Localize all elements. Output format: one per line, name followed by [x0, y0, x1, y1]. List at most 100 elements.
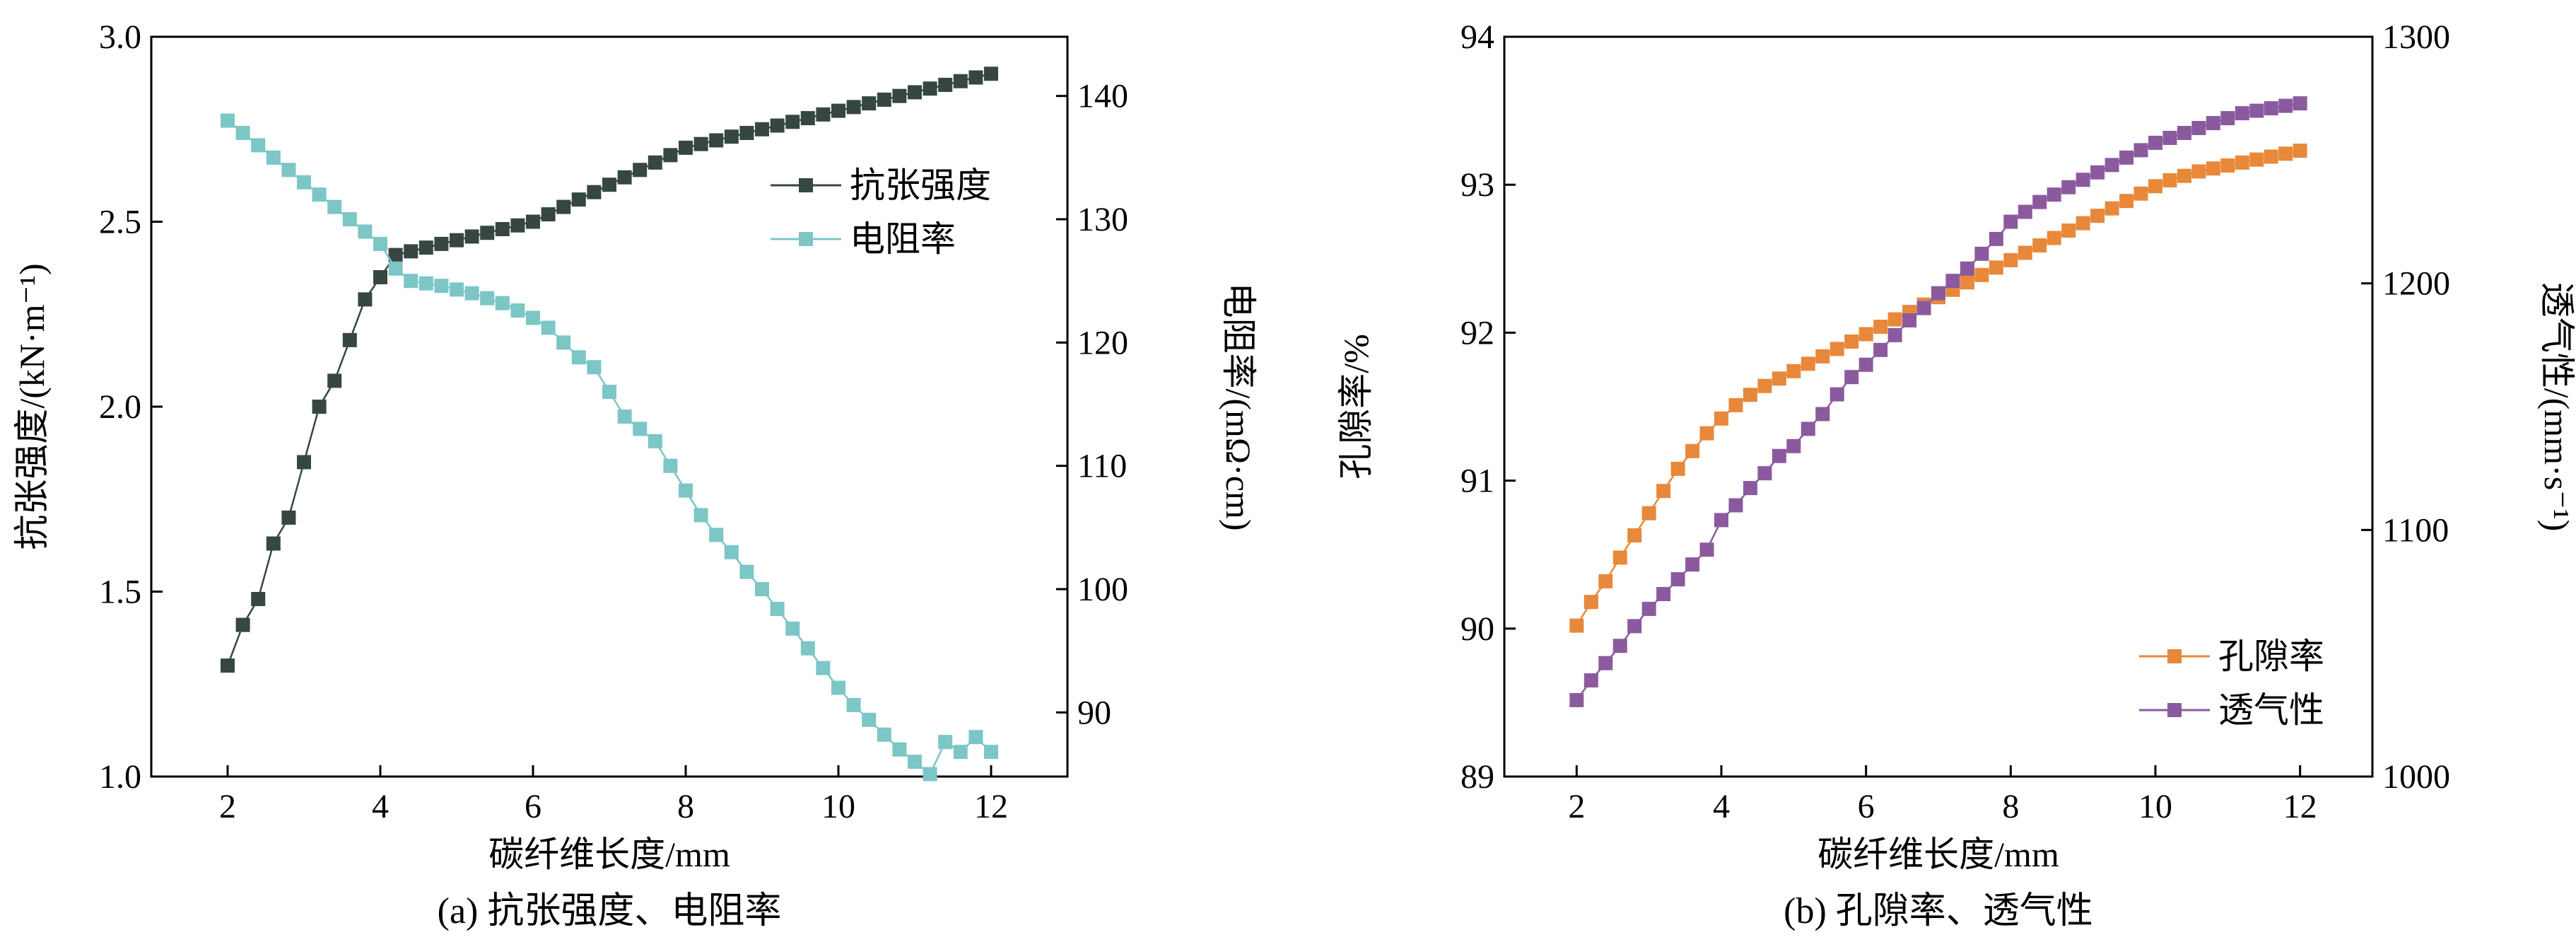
- data-point: [908, 755, 922, 769]
- data-point: [938, 77, 953, 92]
- data-point: [312, 400, 327, 414]
- legend-entry: 透气性: [2139, 690, 2324, 730]
- data-point: [923, 81, 937, 96]
- data-point: [2148, 135, 2162, 150]
- data-point: [1641, 601, 1656, 616]
- series-line: [1576, 102, 2300, 701]
- data-point: [1786, 438, 1801, 453]
- data-point: [495, 296, 510, 310]
- data-point: [2235, 106, 2249, 121]
- data-point: [831, 680, 845, 695]
- data-point: [2148, 179, 2162, 194]
- data-point: [297, 455, 311, 470]
- y-left-axis-title: 孔隙率/%: [1336, 334, 1376, 480]
- data-point: [1656, 586, 1671, 601]
- data-point: [1974, 246, 1989, 261]
- data-point: [2220, 111, 2235, 126]
- data-point: [968, 730, 983, 745]
- data-point: [1772, 448, 1786, 463]
- legend-label: 电阻率: [850, 219, 956, 259]
- y-left-tick-label: 92: [1460, 314, 1494, 352]
- y-right-tick-label: 120: [1077, 324, 1128, 361]
- data-point: [1815, 349, 1830, 364]
- data-point: [679, 483, 693, 498]
- x-tick-label: 10: [821, 788, 855, 825]
- legend-entry: 抗张强度: [771, 165, 991, 205]
- panel-a: 2 4 6 8 10 12 1.0 1.5 2.0 2.5 3.0 90 100 110 120 130 140…: [12, 18, 1258, 931]
- data-point: [1728, 498, 1743, 513]
- data-point: [388, 261, 403, 276]
- y-left-tick-label: 2.5: [99, 204, 141, 241]
- data-point: [2162, 130, 2177, 145]
- data-point: [892, 742, 907, 757]
- data-point: [755, 582, 769, 597]
- y-left-tick-label: 1.0: [99, 758, 141, 796]
- data-point: [2076, 216, 2090, 231]
- data-point: [526, 310, 540, 325]
- data-point: [755, 122, 769, 136]
- data-point: [1583, 673, 1598, 688]
- data-point: [1931, 286, 1945, 301]
- data-point: [251, 591, 266, 606]
- data-point: [404, 274, 418, 289]
- data-point: [221, 658, 235, 673]
- x-tick-label: 6: [525, 788, 541, 825]
- data-point: [2293, 144, 2307, 158]
- data-point: [1801, 422, 1815, 436]
- data-point: [1641, 506, 1656, 521]
- series-0: [221, 66, 998, 673]
- legend-label: 抗张强度: [850, 165, 991, 205]
- data-point: [2076, 173, 2090, 187]
- data-point: [1801, 356, 1815, 371]
- data-point: [281, 163, 296, 178]
- y-right-axis-title: 电阻率/(mΩ·cm): [1219, 283, 1258, 531]
- data-point: [571, 350, 586, 365]
- plot-frame: [150, 35, 1069, 778]
- legend-entry: 电阻率: [771, 219, 956, 259]
- data-point: [648, 155, 662, 170]
- data-point: [1844, 370, 1859, 385]
- data-point: [2047, 231, 2061, 245]
- data-point: [2249, 103, 2264, 118]
- data-point: [418, 276, 433, 291]
- data-point: [2003, 214, 2018, 229]
- data-point: [617, 170, 632, 185]
- data-point: [1757, 466, 1772, 481]
- data-point: [1974, 267, 1989, 282]
- data-point: [510, 218, 525, 233]
- data-point: [1656, 484, 1671, 499]
- x-tick-label: 6: [1858, 788, 1875, 825]
- data-point: [1728, 397, 1743, 412]
- data-point: [938, 735, 953, 750]
- data-point: [617, 409, 632, 424]
- data-point: [2206, 116, 2220, 131]
- x-tick-label: 4: [1713, 788, 1730, 825]
- data-point: [434, 236, 449, 251]
- x-tick-label: 4: [372, 788, 389, 825]
- x-tick-label: 2: [1568, 788, 1585, 825]
- data-point: [1757, 378, 1772, 393]
- data-point: [2264, 101, 2278, 116]
- data-point: [862, 712, 877, 727]
- series-line: [1576, 149, 2300, 627]
- legend-label: 透气性: [2218, 690, 2324, 730]
- data-point: [235, 617, 250, 632]
- plot-frame: [1503, 35, 2374, 778]
- data-point: [541, 320, 556, 335]
- data-point: [770, 601, 785, 616]
- data-point: [663, 148, 678, 163]
- data-point: [2220, 158, 2235, 173]
- data-point: [510, 303, 525, 318]
- data-point: [2206, 161, 2220, 176]
- data-point: [373, 269, 387, 284]
- x-tick-label: 8: [2002, 788, 2019, 825]
- data-point: [1858, 357, 1873, 372]
- y-right-tick-label: 130: [1077, 201, 1128, 238]
- data-point: [877, 727, 891, 742]
- data-point: [571, 192, 586, 207]
- y-left-tick-label: 91: [1460, 463, 1494, 500]
- data-point: [1714, 513, 1728, 528]
- data-point: [2032, 194, 2047, 209]
- data-point: [1569, 692, 1584, 707]
- data-point: [602, 385, 616, 400]
